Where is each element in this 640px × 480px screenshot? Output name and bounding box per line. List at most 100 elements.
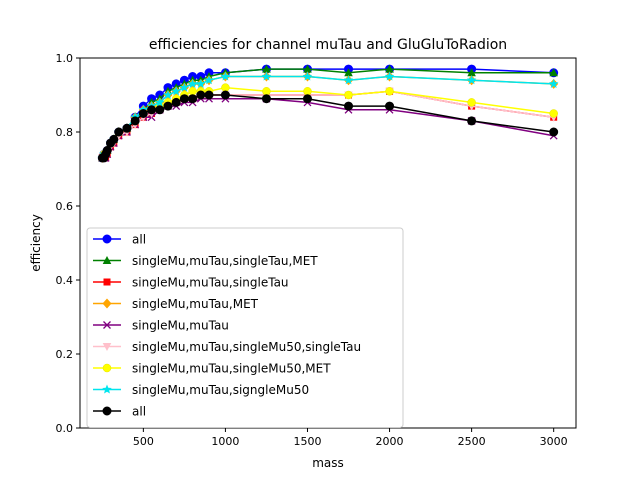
legend-marker bbox=[102, 406, 112, 416]
legend-label: singleMu,muTau,singleTau,MET bbox=[132, 254, 318, 268]
data-point bbox=[261, 94, 271, 104]
legend-item: singleMu,muTau,singleMu50,MET bbox=[93, 362, 331, 376]
data-point bbox=[303, 87, 312, 96]
legend-marker bbox=[102, 256, 112, 264]
data-point bbox=[187, 78, 198, 88]
data-point bbox=[303, 64, 312, 73]
legend-label: all bbox=[132, 405, 146, 419]
y-tick-label: 0.2 bbox=[56, 348, 74, 361]
x-tick-label: 1000 bbox=[211, 435, 239, 448]
legend-label: singleMu,muTau,singleMu50,singleTau bbox=[132, 340, 361, 354]
legend-item: singleMu,muTau,MET bbox=[93, 297, 259, 311]
series-1 bbox=[98, 64, 558, 162]
legend-label: singleMu,muTau bbox=[132, 319, 229, 333]
ticks-layer: 500 1000 1500 2000 2500 3000 0.0 0.2 0.4 0.6 0.8 1.… bbox=[56, 52, 568, 448]
y-tick-label: 0.8 bbox=[56, 126, 74, 139]
data-point bbox=[130, 116, 140, 126]
data-point bbox=[344, 68, 353, 77]
data-point bbox=[549, 68, 558, 77]
data-point bbox=[384, 71, 395, 81]
series-0 bbox=[97, 64, 559, 163]
data-point bbox=[109, 134, 119, 144]
data-point bbox=[138, 109, 148, 118]
legend-label: singleMu,muTau,singleTau bbox=[132, 276, 289, 290]
data-point bbox=[163, 90, 173, 100]
data-point bbox=[179, 82, 190, 92]
legend-item: singleMu,muTau,signgleMu50 bbox=[93, 383, 309, 397]
data-point bbox=[155, 97, 165, 107]
data-point bbox=[549, 127, 559, 137]
legend-marker bbox=[102, 343, 112, 351]
data-point bbox=[343, 75, 354, 85]
y-tick-label: 0.4 bbox=[56, 274, 74, 287]
data-point bbox=[467, 116, 477, 126]
data-point bbox=[220, 71, 231, 81]
data-point bbox=[549, 109, 558, 118]
legend-item: singleMu,muTau bbox=[93, 319, 229, 333]
series-8 bbox=[97, 90, 559, 163]
data-point bbox=[171, 86, 181, 96]
chart-title: efficiencies for channel muTau and GluGl… bbox=[149, 37, 507, 53]
x-tick-label: 3000 bbox=[540, 435, 568, 448]
series-line bbox=[101, 68, 554, 159]
data-point bbox=[196, 78, 206, 88]
data-point bbox=[385, 101, 395, 111]
legend-marker bbox=[102, 234, 112, 244]
legend-item: all bbox=[93, 405, 146, 419]
data-point bbox=[155, 105, 165, 115]
data-point bbox=[147, 105, 157, 115]
data-point bbox=[102, 146, 112, 155]
data-point bbox=[204, 90, 214, 100]
data-point bbox=[344, 90, 353, 100]
legend-item: singleMu,muTau,singleTau,MET bbox=[93, 254, 318, 268]
data-point bbox=[221, 83, 230, 92]
x-tick-label: 500 bbox=[133, 435, 154, 448]
x-axis-label: mass bbox=[312, 456, 344, 470]
series-line bbox=[101, 68, 554, 159]
series-layer bbox=[97, 64, 559, 163]
data-point bbox=[171, 97, 181, 107]
legend-item: all bbox=[93, 233, 146, 247]
legend-label: singleMu,muTau,MET bbox=[132, 297, 259, 311]
legend-marker bbox=[103, 321, 111, 329]
legend-item: singleMu,muTau,singleTau bbox=[93, 276, 289, 290]
y-axis-label: efficiency bbox=[29, 214, 43, 272]
legend-label: singleMu,muTau,singleMu50,MET bbox=[132, 362, 331, 376]
data-point bbox=[467, 98, 476, 107]
legend-label: singleMu,muTau,signgleMu50 bbox=[132, 383, 309, 397]
x-tick-label: 1500 bbox=[293, 435, 321, 448]
data-point bbox=[302, 71, 313, 81]
data-point bbox=[385, 64, 394, 73]
y-tick-label: 1.0 bbox=[56, 52, 74, 65]
y-tick-label: 0.6 bbox=[56, 200, 74, 213]
data-point bbox=[466, 75, 477, 85]
x-tick-label: 2500 bbox=[458, 435, 486, 448]
data-point bbox=[122, 123, 132, 133]
data-point bbox=[114, 127, 124, 137]
x-tick-label: 2000 bbox=[376, 435, 404, 448]
legend-item: singleMu,muTau,singleMu50,singleTau bbox=[93, 340, 361, 354]
data-point bbox=[220, 90, 230, 100]
legend-box bbox=[86, 227, 404, 428]
legend-label: all bbox=[132, 233, 146, 247]
data-point bbox=[385, 87, 394, 96]
legend-marker bbox=[102, 363, 112, 373]
data-point bbox=[163, 101, 173, 111]
data-point bbox=[204, 75, 214, 85]
data-point bbox=[188, 94, 198, 104]
legend-marker bbox=[102, 384, 112, 394]
legend-marker bbox=[102, 298, 112, 309]
data-point bbox=[344, 101, 354, 111]
legend-marker bbox=[103, 278, 111, 286]
data-point bbox=[261, 71, 272, 81]
data-point bbox=[188, 87, 197, 96]
legend: all singleMu,muTau,singleTau,MET singleMu,… bbox=[86, 227, 404, 428]
data-point bbox=[196, 90, 206, 100]
data-point bbox=[179, 94, 189, 104]
data-point bbox=[548, 78, 559, 88]
data-point bbox=[262, 87, 271, 96]
data-point bbox=[262, 64, 271, 73]
data-point bbox=[467, 68, 476, 77]
y-tick-label: 0.0 bbox=[56, 422, 74, 435]
